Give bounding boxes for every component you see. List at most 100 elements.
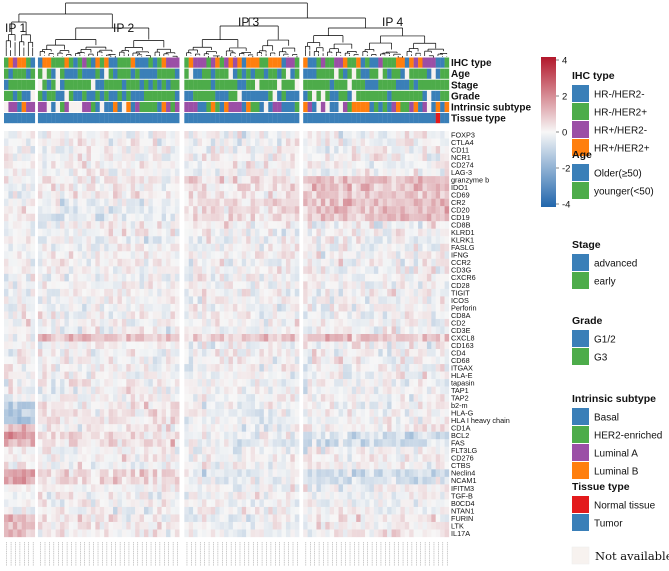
heatmap-cell	[347, 401, 352, 410]
heatmap-cell	[68, 273, 74, 282]
heatmap-cell	[440, 213, 445, 222]
heatmap-cell	[42, 161, 47, 169]
heatmap-cell	[387, 311, 392, 320]
heatmap-cell	[259, 379, 264, 387]
heatmap-cell	[152, 431, 158, 440]
heatmap-cell	[130, 176, 136, 184]
heatmap-cell	[316, 183, 322, 192]
heatmap-cell	[316, 161, 322, 169]
heatmap-cell	[404, 379, 410, 387]
heatmap-cell	[210, 273, 216, 282]
heatmap-cell	[387, 258, 392, 267]
heatmap-cell	[174, 311, 180, 320]
heatmap-cell	[30, 326, 36, 335]
heatmap-cell	[8, 138, 13, 147]
annotation-cell	[294, 57, 300, 68]
heatmap-cell	[255, 236, 260, 244]
heatmap-cell	[170, 356, 176, 365]
heatmap-cell	[387, 221, 392, 229]
heatmap-cell	[378, 296, 383, 305]
annotation-cell	[42, 101, 47, 113]
heatmap-cell	[157, 213, 162, 222]
annotation-cell	[312, 57, 317, 68]
heatmap-cell	[422, 161, 428, 169]
cluster-label: IP 1	[5, 21, 26, 35]
heatmap-cell	[268, 379, 273, 387]
heatmap-cell	[294, 206, 300, 214]
heatmap-cell	[60, 401, 65, 410]
heatmap-cell	[277, 168, 282, 177]
heatmap-cell	[60, 138, 65, 147]
heatmap-cell	[219, 251, 225, 259]
annotation-cell	[148, 68, 153, 79]
heatmap-cell	[418, 236, 423, 244]
heatmap-cell	[148, 161, 153, 169]
heatmap-cell	[307, 326, 313, 335]
heatmap-cell	[60, 258, 65, 267]
annotation-cell	[444, 57, 450, 68]
heatmap-cell	[382, 266, 388, 274]
heatmap-cell	[334, 191, 339, 199]
annotation-label: Grade	[451, 91, 480, 102]
heatmap-cell	[422, 281, 428, 290]
heatmap-cell	[228, 168, 234, 177]
annotation-cell	[307, 101, 313, 113]
heatmap-cell	[206, 386, 211, 395]
heatmap-cell	[12, 281, 18, 290]
annotation-cell	[73, 57, 78, 68]
heatmap-cell	[60, 311, 65, 320]
annotation-cell	[409, 57, 414, 68]
annotation-cell	[201, 68, 207, 79]
heatmap-cell	[413, 349, 419, 357]
heatmap-cell	[382, 206, 388, 214]
heatmap-cell	[121, 131, 127, 139]
heatmap-cell	[409, 206, 414, 214]
heatmap-cell	[73, 176, 78, 184]
heatmap-cell	[259, 168, 264, 177]
heatmap-cell	[184, 176, 189, 184]
heatmap-cell	[210, 311, 216, 320]
heatmap-cell	[338, 311, 344, 320]
heatmap-cell	[161, 401, 167, 410]
heatmap-cell	[281, 183, 287, 192]
heatmap-cell	[320, 379, 326, 387]
heatmap-cell	[263, 311, 269, 320]
annotation-cell	[369, 68, 375, 79]
heatmap-cell	[365, 168, 370, 177]
heatmap-cell	[55, 416, 61, 425]
heatmap-cell	[161, 258, 167, 267]
heatmap-cell	[303, 198, 308, 207]
heatmap-cell	[400, 221, 405, 229]
annotation-cell	[17, 113, 22, 124]
heatmap-cell	[104, 153, 109, 162]
heatmap-cell	[104, 243, 109, 252]
heatmap-cell	[250, 236, 256, 244]
heatmap-cell	[68, 296, 74, 305]
heatmap-cell	[290, 273, 295, 282]
heatmap-cell	[224, 281, 229, 290]
heatmap-cell	[90, 191, 96, 199]
heatmap-cell	[285, 213, 291, 222]
heatmap-cell	[307, 176, 313, 184]
heatmap-cell	[272, 251, 278, 259]
annotation-cell	[90, 90, 96, 101]
heatmap-cell	[108, 401, 114, 410]
heatmap-cell	[68, 356, 74, 365]
heatmap-cell	[86, 281, 92, 290]
heatmap-cell	[117, 206, 123, 214]
heatmap-cell	[17, 288, 22, 297]
annotation-cell	[166, 101, 171, 113]
heatmap-cell	[263, 409, 269, 417]
annotation-cell	[90, 113, 96, 124]
heatmap-cell	[46, 273, 52, 282]
heatmap-cell	[184, 183, 189, 192]
annotation-cell	[307, 79, 313, 90]
heatmap-cell	[77, 183, 83, 192]
heatmap-cell	[174, 296, 180, 305]
heatmap-cell	[259, 281, 264, 290]
heatmap-cell	[378, 318, 383, 327]
heatmap-cell	[99, 296, 105, 305]
heatmap-cell	[316, 341, 322, 350]
heatmap-cell	[294, 198, 300, 207]
annotation-cell	[60, 68, 65, 79]
